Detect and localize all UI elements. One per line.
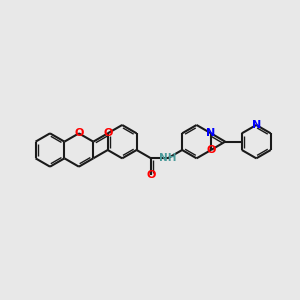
Text: O: O: [146, 170, 156, 180]
Text: O: O: [74, 128, 84, 138]
Text: NH: NH: [159, 153, 176, 163]
Text: N: N: [252, 120, 261, 130]
Text: O: O: [206, 145, 216, 155]
Text: O: O: [103, 128, 112, 138]
Text: N: N: [206, 128, 216, 138]
